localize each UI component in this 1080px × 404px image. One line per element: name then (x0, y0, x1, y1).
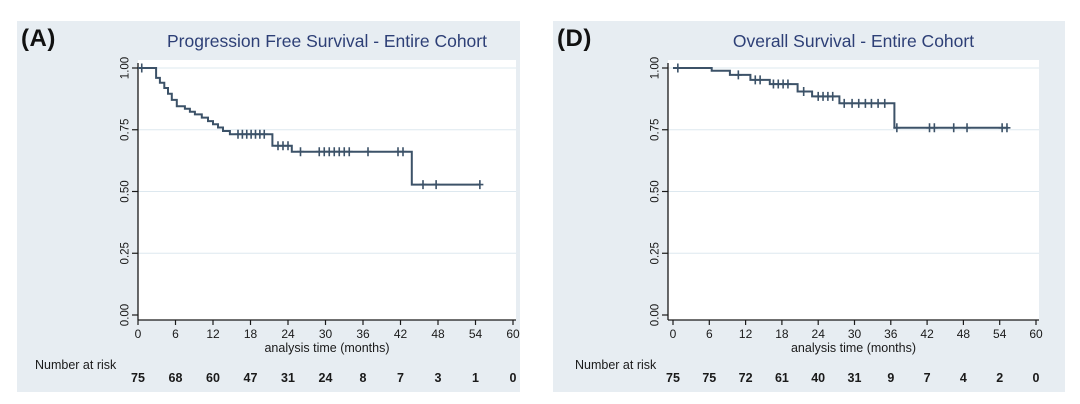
svg-text:75: 75 (131, 371, 145, 385)
svg-text:3: 3 (435, 371, 442, 385)
svg-text:60: 60 (506, 327, 520, 341)
svg-text:1: 1 (472, 371, 479, 385)
svg-text:54: 54 (993, 327, 1007, 341)
svg-text:7: 7 (924, 371, 931, 385)
svg-text:0: 0 (670, 327, 677, 341)
panel-A: (A) Progression Free Survival - Entire C… (17, 21, 520, 392)
svg-text:0: 0 (1033, 371, 1040, 385)
chart-title-D: Overall Survival - Entire Cohort (732, 31, 975, 51)
svg-text:31: 31 (848, 371, 862, 385)
svg-text:0.75: 0.75 (650, 119, 662, 141)
x-axis-label-D: analysis time (months) (790, 341, 917, 355)
svg-text:36: 36 (884, 327, 898, 341)
panel-D: (D) Overall Survival - Entire Cohort 0.0… (553, 21, 1065, 392)
svg-text:42: 42 (394, 327, 408, 341)
svg-text:42: 42 (920, 327, 934, 341)
panel-letter-A: (A) (21, 25, 56, 52)
panel-letter-D: (D) (557, 25, 592, 52)
svg-text:0.50: 0.50 (120, 180, 132, 202)
svg-text:36: 36 (356, 327, 370, 341)
chart-title-A: Progression Free Survival - Entire Cohor… (167, 31, 487, 51)
svg-text:0: 0 (510, 371, 517, 385)
svg-text:30: 30 (319, 327, 333, 341)
svg-text:0.75: 0.75 (120, 119, 132, 141)
svg-text:6: 6 (172, 327, 179, 341)
svg-text:8: 8 (360, 371, 367, 385)
svg-text:47: 47 (244, 371, 258, 385)
svg-text:24: 24 (812, 327, 826, 341)
svg-text:6: 6 (706, 327, 713, 341)
svg-text:68: 68 (169, 371, 183, 385)
svg-text:24: 24 (319, 371, 333, 385)
svg-text:1.00: 1.00 (120, 57, 132, 79)
svg-text:18: 18 (244, 327, 258, 341)
svg-text:1.00: 1.00 (650, 57, 662, 79)
number-at-risk-label-D: Number at risk (575, 358, 657, 372)
km-plot-D: 0.000.250.500.751.000 6 12 18 24 30 36 42 48 54 60… (650, 57, 1043, 385)
svg-text:60: 60 (206, 371, 220, 385)
svg-text:48: 48 (431, 327, 445, 341)
svg-text:54: 54 (469, 327, 483, 341)
svg-text:24: 24 (281, 327, 295, 341)
number-at-risk-label-A: Number at risk (35, 358, 117, 372)
svg-text:0.25: 0.25 (120, 242, 132, 264)
svg-text:60: 60 (1029, 327, 1043, 341)
svg-text:2: 2 (996, 371, 1003, 385)
svg-text:9: 9 (887, 371, 894, 385)
svg-text:0: 0 (135, 327, 142, 341)
svg-text:75: 75 (666, 371, 680, 385)
svg-text:0.00: 0.00 (650, 304, 662, 326)
svg-text:72: 72 (739, 371, 753, 385)
svg-text:30: 30 (848, 327, 862, 341)
svg-text:12: 12 (206, 327, 220, 341)
svg-text:40: 40 (811, 371, 825, 385)
svg-text:0.50: 0.50 (650, 180, 662, 202)
svg-text:31: 31 (281, 371, 295, 385)
svg-text:0.00: 0.00 (120, 304, 132, 326)
svg-text:7: 7 (397, 371, 404, 385)
svg-text:18: 18 (775, 327, 789, 341)
svg-text:0.25: 0.25 (650, 242, 662, 264)
svg-text:75: 75 (702, 371, 716, 385)
svg-text:61: 61 (775, 371, 789, 385)
km-plot-A: 0.000.250.500.751.000 6 12 18 24 30 36 42 48 54 60… (120, 57, 520, 385)
svg-text:48: 48 (957, 327, 971, 341)
svg-text:4: 4 (960, 371, 967, 385)
x-axis-label-A: analysis time (months) (264, 341, 390, 355)
svg-text:12: 12 (739, 327, 753, 341)
